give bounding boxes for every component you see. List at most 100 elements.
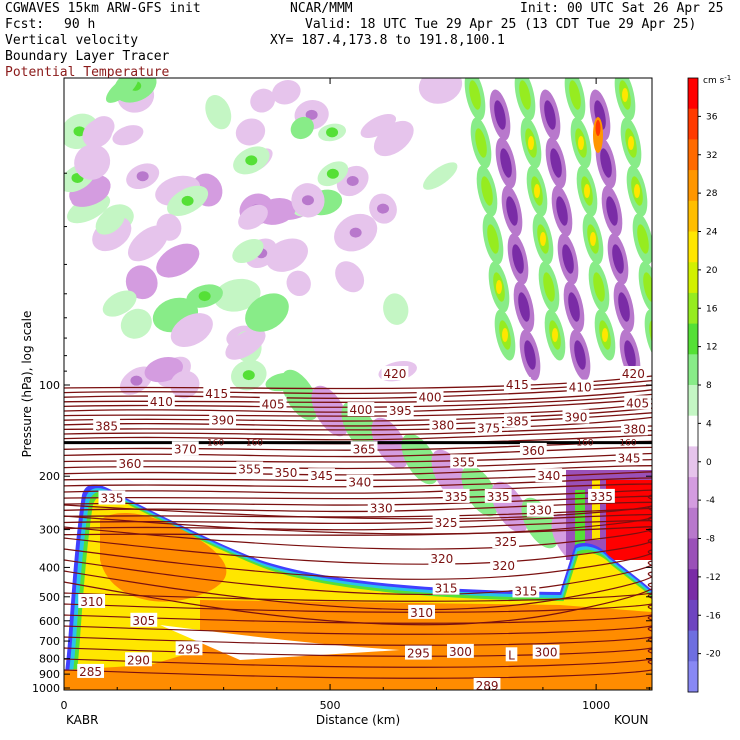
colorbar-tick-label: 12 [706, 343, 717, 353]
wave-band-core [637, 224, 649, 254]
model-title: CGWAVES 15km ARW-GFS init [5, 1, 201, 16]
theta-label: 360 [119, 457, 142, 471]
velocity-blob [127, 225, 169, 262]
theta-label-bg [171, 441, 199, 456]
theta-label: 395 [389, 404, 412, 418]
wave-band-core [506, 196, 518, 226]
theta-label: 300 [449, 645, 472, 659]
theta-contour [64, 425, 652, 436]
theta-label-bg [347, 402, 375, 417]
theta-label-bg [526, 502, 554, 517]
velocity-blob [205, 94, 232, 130]
y-tick-label: 100 [39, 379, 60, 392]
velocity-core [301, 195, 314, 206]
theta-contour-lower [64, 494, 652, 520]
theta-label: 420 [384, 367, 407, 381]
velocity-core [73, 126, 86, 137]
wave-band-core [562, 244, 574, 274]
field-vertical-velocity: Vertical velocity [5, 33, 139, 48]
colorbar-tick-label: -8 [706, 535, 715, 545]
velocity-blob [213, 278, 261, 312]
theta-label-bg [346, 474, 374, 489]
mid-level-band [431, 449, 469, 501]
wave-band-core [518, 292, 530, 322]
theta-label-bg [236, 461, 264, 476]
theta-contour [64, 507, 652, 518]
y-axis-label: Pressure (hPa), log scale [20, 311, 34, 458]
velocity-blob [82, 119, 113, 148]
x-tick-label: 1000 [582, 699, 610, 712]
theta-label-bg [203, 385, 231, 400]
theta-label-bg [308, 468, 335, 483]
colorbar-swatch [688, 262, 698, 294]
wave-band-peak [590, 232, 596, 246]
velocity-blob [125, 265, 158, 300]
velocity-blob [232, 238, 264, 264]
theta-label: 420 [622, 367, 645, 381]
theta-label: 360 [522, 444, 545, 458]
theta-label-bg [432, 514, 460, 529]
tropopause-label: 160 [207, 439, 224, 449]
theta-label: 335 [487, 490, 510, 504]
wave-band-core [512, 244, 524, 274]
tracer-core-upper [100, 512, 227, 602]
x-axis: 0 500 1000 [61, 78, 650, 712]
wave-band-core [543, 272, 555, 302]
wave-band-core [481, 176, 493, 206]
colorbar-swatch [688, 477, 698, 509]
velocity-core [326, 127, 339, 138]
velocity-core [181, 195, 194, 206]
colorbar-tick-label: 36 [706, 112, 718, 122]
theta-label: 365 [353, 442, 376, 456]
wave-band-core [569, 80, 581, 110]
theta-label-bg [492, 534, 520, 549]
theta-label: 295 [407, 647, 430, 661]
theta-label: 320 [492, 559, 515, 573]
potential-temperature-labels: 420 415 410 405 400 400 395 390 385 380 375 370 365 3… [77, 366, 652, 690]
cross-section-xy: XY= 187.4,173.8 to 191.8,100.1 [270, 33, 505, 48]
theta-label: 315 [514, 584, 537, 598]
wave-band-core [606, 196, 618, 226]
velocity-max-core [595, 120, 601, 136]
wave-band-core [568, 292, 580, 322]
tropopause-label: 160 [619, 439, 636, 449]
theta-label: 370 [174, 442, 197, 456]
wave-band-core [544, 100, 556, 130]
colorbar-tick-label: -4 [706, 496, 715, 506]
theta-label: 400 [349, 403, 372, 417]
y-tick-label: 200 [39, 470, 60, 483]
theta-label-bg [588, 488, 615, 503]
theta-label-bg [566, 379, 594, 394]
theta-label: 385 [506, 415, 529, 429]
theta-label-bg [386, 403, 414, 418]
theta-label-bg [450, 454, 478, 469]
theta-label-bg [505, 647, 518, 662]
velocity-core [349, 227, 362, 238]
tropopause-label: 160 [246, 439, 263, 449]
theta-label-bg [442, 488, 470, 503]
wave-band-peak [502, 328, 508, 342]
theta-label-bg [484, 488, 512, 503]
valid-time: Valid: 18 UTC Tue 29 Apr 25 (13 CDT Tue … [305, 17, 697, 32]
theta-label: 325 [435, 516, 458, 530]
colorbar-swatch [688, 170, 698, 202]
theta-label-bg [408, 604, 435, 619]
y-tick-label: 1000 [32, 682, 60, 695]
convective-updraft-edge [575, 490, 585, 550]
theta-label-bg [562, 409, 590, 424]
theta-label-bg [532, 644, 560, 659]
theta-label: 415 [205, 387, 228, 401]
theta-contour [64, 477, 652, 488]
velocity-blob [418, 78, 463, 104]
theta-label: 355 [452, 455, 475, 469]
colorbar-tick-label: 16 [706, 304, 718, 314]
right-station-label: KOUN [614, 713, 648, 727]
theta-label-bg [432, 580, 460, 595]
theta-label-bg [130, 612, 158, 627]
velocity-blob [266, 238, 308, 272]
theta-label: 340 [537, 469, 560, 483]
y-tick-label: 600 [39, 615, 60, 628]
theta-label: 335 [445, 490, 468, 504]
colorbar-swatch [688, 323, 698, 355]
